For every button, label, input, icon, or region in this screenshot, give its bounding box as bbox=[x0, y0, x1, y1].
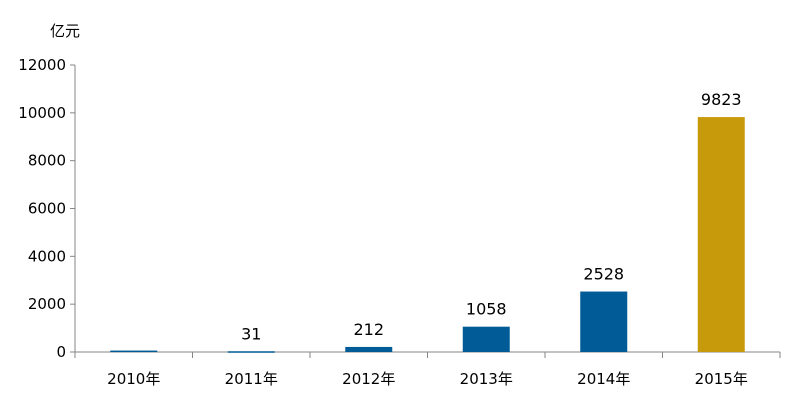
x-tick-label: 2013年 bbox=[460, 370, 513, 388]
y-tick-label: 4000 bbox=[28, 247, 66, 265]
bar-2010年 bbox=[110, 350, 158, 353]
x-tick-label: 2012年 bbox=[342, 370, 395, 388]
x-tick-label: 2014年 bbox=[577, 370, 630, 388]
x-tick-label: 2010年 bbox=[107, 370, 160, 388]
bar-2012年 bbox=[345, 346, 393, 352]
y-tick-label: 10000 bbox=[18, 104, 66, 122]
x-tick-label: 2011年 bbox=[225, 370, 278, 388]
data-labels: 31 212 1058 2528 9823 bbox=[241, 90, 742, 343]
y-tick-label: 2000 bbox=[28, 295, 66, 313]
data-label: 212 bbox=[353, 320, 384, 339]
y-tick-label: 8000 bbox=[28, 152, 66, 170]
bar-2014年 bbox=[580, 291, 628, 352]
x-axis: 2010年 2011年 2012年 2013年 2014年 2015年 bbox=[74, 351, 781, 388]
y-axis-unit-label: 亿元 bbox=[50, 22, 80, 40]
bar-2015年 bbox=[697, 117, 745, 352]
x-tick-label: 2015年 bbox=[695, 370, 748, 388]
data-label: 31 bbox=[241, 324, 261, 343]
y-tick-label: 0 bbox=[56, 343, 66, 361]
bars bbox=[110, 117, 745, 353]
y-tick-label: 6000 bbox=[28, 200, 66, 218]
data-label: 2528 bbox=[583, 265, 624, 284]
y-tick-label: 12000 bbox=[18, 56, 66, 74]
bar-2011年 bbox=[227, 351, 275, 353]
data-label: 9823 bbox=[701, 90, 742, 109]
bar-2013年 bbox=[462, 326, 510, 352]
data-label: 1058 bbox=[466, 300, 507, 319]
y-axis: 0 2000 4000 6000 8000 10000 12000 bbox=[18, 56, 76, 361]
